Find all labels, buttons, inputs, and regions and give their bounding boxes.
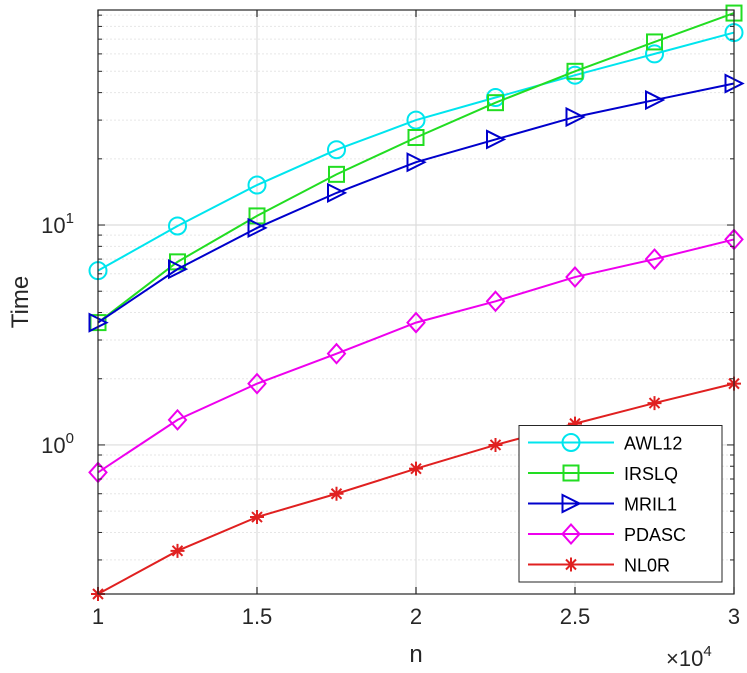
legend-label: IRSLQ bbox=[624, 464, 678, 484]
data-point-irslq bbox=[487, 94, 504, 112]
data-point-irslq bbox=[328, 165, 345, 183]
legend-marker-awl12 bbox=[561, 433, 581, 452]
data-point-awl12 bbox=[406, 110, 426, 130]
legend-item-irslq: IRSLQ bbox=[528, 464, 678, 484]
y-tick-exponent: 1 bbox=[66, 210, 74, 227]
data-point-mril1 bbox=[247, 217, 268, 239]
legend-label: MRIL1 bbox=[624, 495, 677, 515]
series-irslq bbox=[89, 4, 743, 332]
data-point-irslq bbox=[566, 62, 584, 80]
legend-marker-mril1 bbox=[561, 493, 582, 514]
data-point-nl0r bbox=[329, 486, 344, 501]
data-point-pdasc bbox=[485, 290, 506, 313]
legend-item-pdasc: PDASC bbox=[528, 523, 686, 545]
data-point-awl12 bbox=[168, 216, 187, 236]
legend-label: AWL12 bbox=[624, 434, 682, 454]
legend: AWL12 IRSLQ MRIL1 PDASC NL0R bbox=[518, 425, 723, 583]
legend-item-awl12: AWL12 bbox=[528, 433, 682, 454]
data-point-awl12 bbox=[247, 175, 267, 195]
x-tick-label: 1 bbox=[92, 604, 104, 629]
legend-label: NL0R bbox=[624, 556, 670, 576]
series-line-awl12 bbox=[97, 31, 735, 272]
data-point-nl0r bbox=[568, 416, 582, 431]
x-tick-label: 2.5 bbox=[560, 604, 591, 629]
data-point-awl12 bbox=[327, 140, 346, 160]
legend-item-nl0r: NL0R bbox=[528, 556, 670, 576]
data-point-nl0r bbox=[409, 461, 423, 476]
y-tick-label: 100 bbox=[41, 430, 74, 458]
data-point-irslq bbox=[646, 33, 663, 51]
data-point-pdasc bbox=[644, 248, 665, 271]
legend-item-mril1: MRIL1 bbox=[528, 493, 677, 515]
x-axis-multiplier: ×104 bbox=[666, 643, 712, 671]
data-point-pdasc bbox=[406, 311, 426, 334]
data-point-nl0r bbox=[250, 510, 264, 525]
y-tick-base: 10 bbox=[41, 213, 65, 238]
data-point-awl12 bbox=[645, 44, 664, 64]
data-point-mril1 bbox=[168, 259, 189, 280]
series-pdasc bbox=[88, 228, 744, 484]
data-point-pdasc bbox=[565, 266, 585, 289]
data-point-mril1 bbox=[565, 106, 586, 128]
y-tick-base: 10 bbox=[41, 433, 65, 458]
x-multiplier-base: ×10 bbox=[666, 646, 703, 671]
data-point-mril1 bbox=[327, 182, 348, 204]
data-point-pdasc bbox=[247, 372, 267, 395]
y-tick-exponent: 0 bbox=[66, 430, 74, 447]
y-tick-label: 101 bbox=[41, 210, 74, 238]
legend-label: PDASC bbox=[624, 525, 686, 545]
data-point-mril1 bbox=[406, 152, 427, 173]
x-multiplier-exponent: 4 bbox=[703, 643, 711, 660]
series-layer bbox=[88, 4, 745, 601]
series-line-pdasc bbox=[97, 238, 735, 474]
x-axis-label: n bbox=[409, 641, 422, 668]
x-tick-label: 1.5 bbox=[242, 604, 273, 629]
data-point-nl0r bbox=[647, 396, 662, 411]
data-point-mril1 bbox=[645, 89, 666, 111]
data-point-pdasc bbox=[326, 342, 347, 365]
data-point-nl0r bbox=[488, 437, 503, 452]
data-point-pdasc bbox=[167, 408, 188, 431]
legend-marker-nl0r bbox=[564, 557, 578, 572]
x-tick-label: 2 bbox=[410, 604, 422, 629]
data-point-mril1 bbox=[486, 129, 507, 150]
x-tick-label: 3 bbox=[728, 604, 740, 629]
legend-marker-pdasc bbox=[561, 523, 581, 545]
data-point-irslq bbox=[407, 129, 425, 147]
legend-marker-irslq bbox=[562, 464, 580, 482]
series-line-mril1 bbox=[97, 82, 735, 324]
data-point-nl0r bbox=[170, 543, 185, 558]
y-axis-label: Time bbox=[7, 276, 34, 328]
series-line-irslq bbox=[97, 12, 735, 324]
